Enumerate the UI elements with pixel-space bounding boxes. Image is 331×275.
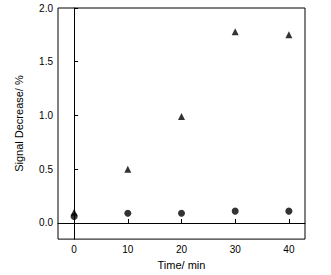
svg-text:1.5: 1.5: [39, 56, 53, 67]
svg-text:30: 30: [230, 244, 242, 255]
svg-text:10: 10: [122, 244, 134, 255]
svg-text:0.5: 0.5: [39, 164, 53, 175]
svg-text:Signal Decrease/ %: Signal Decrease/ %: [13, 75, 25, 172]
svg-text:0.0: 0.0: [39, 217, 53, 228]
svg-text:2.0: 2.0: [39, 3, 53, 14]
svg-text:20: 20: [176, 244, 188, 255]
svg-text:1.0: 1.0: [39, 110, 53, 121]
svg-text:40: 40: [283, 244, 295, 255]
svg-text:0: 0: [71, 244, 77, 255]
svg-text:Time/ min: Time/ min: [158, 259, 206, 271]
